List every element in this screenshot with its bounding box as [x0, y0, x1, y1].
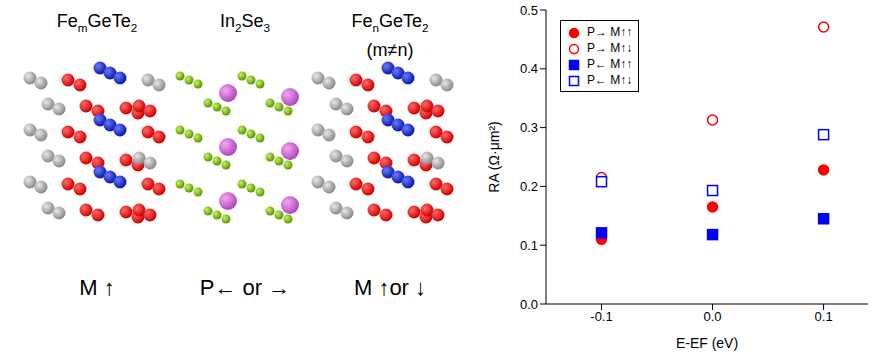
html-text:P→ M↑↓: P→ M↑↓ — [587, 41, 633, 55]
html-text:P← or →: P← or → — [199, 275, 291, 300]
svg-text:0.4: 0.4 — [520, 61, 538, 76]
html-text:F enG e T e2: F enG e T e2 — [351, 11, 429, 34]
svg-text:0.0: 0.0 — [520, 297, 538, 312]
svg-text:-0.1: -0.1 — [590, 309, 612, 324]
svg-text:E-EF (eV): E-EF (eV) — [676, 335, 738, 351]
svg-text:0.5: 0.5 — [520, 3, 538, 18]
svg-text:0.3: 0.3 — [520, 120, 538, 135]
html-text:M ↑: M ↑ — [79, 275, 115, 300]
svg-text:0.0: 0.0 — [704, 309, 722, 324]
svg-text:0.1: 0.1 — [520, 238, 538, 253]
html-text:P← M↑↓: P← M↑↓ — [587, 73, 633, 87]
svg-text:0.1: 0.1 — [815, 309, 833, 324]
html-text:F emG e T e2: F emG e T e2 — [56, 11, 138, 34]
html-text:M ↑or ↓: M ↑or ↓ — [353, 275, 427, 300]
svg-text:0.2: 0.2 — [520, 179, 538, 194]
html-text:(m ≠ n): (m ≠ n) — [366, 39, 414, 60]
svg-text:RA (Ω·μm²): RA (Ω·μm²) — [486, 121, 502, 192]
html-text:P→ M↑↑: P→ M↑↑ — [587, 25, 633, 39]
html-text:I n2S e3: I n2S e3 — [220, 11, 270, 34]
html-text:P← M↑↑: P← M↑↑ — [587, 57, 633, 71]
